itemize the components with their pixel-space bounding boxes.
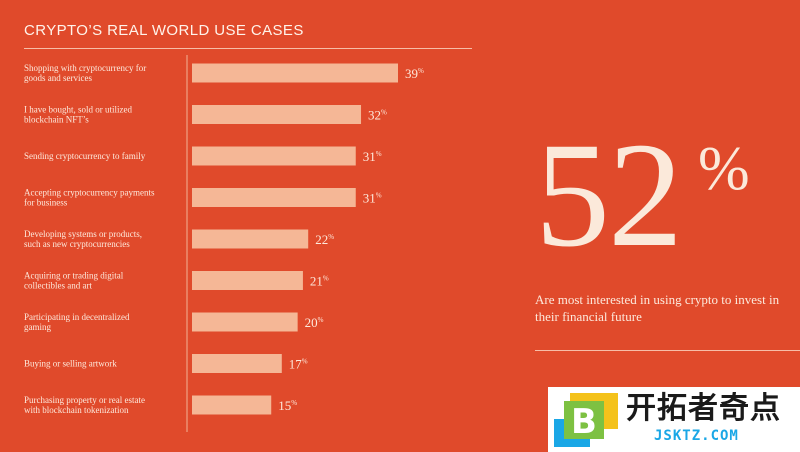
bar <box>192 312 298 332</box>
brand-name-chinese: 开拓者奇点 <box>626 391 781 426</box>
chart-title: CRYPTO’S REAL WORLD USE CASES <box>24 22 304 39</box>
category-label: Developing systems or products, such as n… <box>24 229 142 249</box>
bar <box>192 229 309 249</box>
category-label: Acquiring or trading digital collectibles… <box>24 271 124 291</box>
title-divider <box>24 48 472 49</box>
bars-group: Shopping with cryptocurrency for goods an… <box>24 63 424 415</box>
value-label: 20% <box>305 315 324 330</box>
category-label: Participating in decentralized gaming <box>24 312 130 332</box>
caption-divider <box>535 350 800 351</box>
highlight-percent-sign: % <box>698 135 750 203</box>
value-label: 15% <box>278 398 297 413</box>
value-label: 22% <box>315 232 334 247</box>
value-label: 31% <box>363 149 382 164</box>
brand-mark-icon: B <box>554 393 618 447</box>
bar <box>192 354 282 373</box>
bar-chart: Shopping with cryptocurrency for goods an… <box>24 55 424 432</box>
bar <box>192 63 398 83</box>
category-label: Buying or selling artwork <box>24 359 117 369</box>
brand-mark-letter: B <box>571 402 597 442</box>
watermark-logo: B 开拓者奇点 JSKTZ.COM <box>548 387 800 452</box>
category-label: Shopping with cryptocurrency for goods an… <box>24 63 146 83</box>
category-label: Accepting cryptocurrency payments for bus… <box>24 188 155 208</box>
brand-domain: JSKTZ.COM <box>654 428 739 444</box>
category-label: Purchasing property or real estate with b… <box>24 395 145 415</box>
bar <box>192 188 356 207</box>
category-label: I have bought, sold or utilized blockchai… <box>24 105 132 125</box>
bar <box>192 146 356 166</box>
value-label: 32% <box>368 108 387 123</box>
category-label: Sending cryptocurrency to family <box>24 151 146 161</box>
bar <box>192 395 272 415</box>
value-label: 17% <box>289 357 308 372</box>
highlight-caption: Are most interested in using crypto to i… <box>535 292 780 324</box>
value-label: 39% <box>405 66 424 81</box>
highlight-number: 52 <box>535 112 683 278</box>
bar <box>192 271 303 290</box>
value-label: 21% <box>310 274 329 289</box>
bar <box>192 105 362 124</box>
value-label: 31% <box>363 191 382 206</box>
